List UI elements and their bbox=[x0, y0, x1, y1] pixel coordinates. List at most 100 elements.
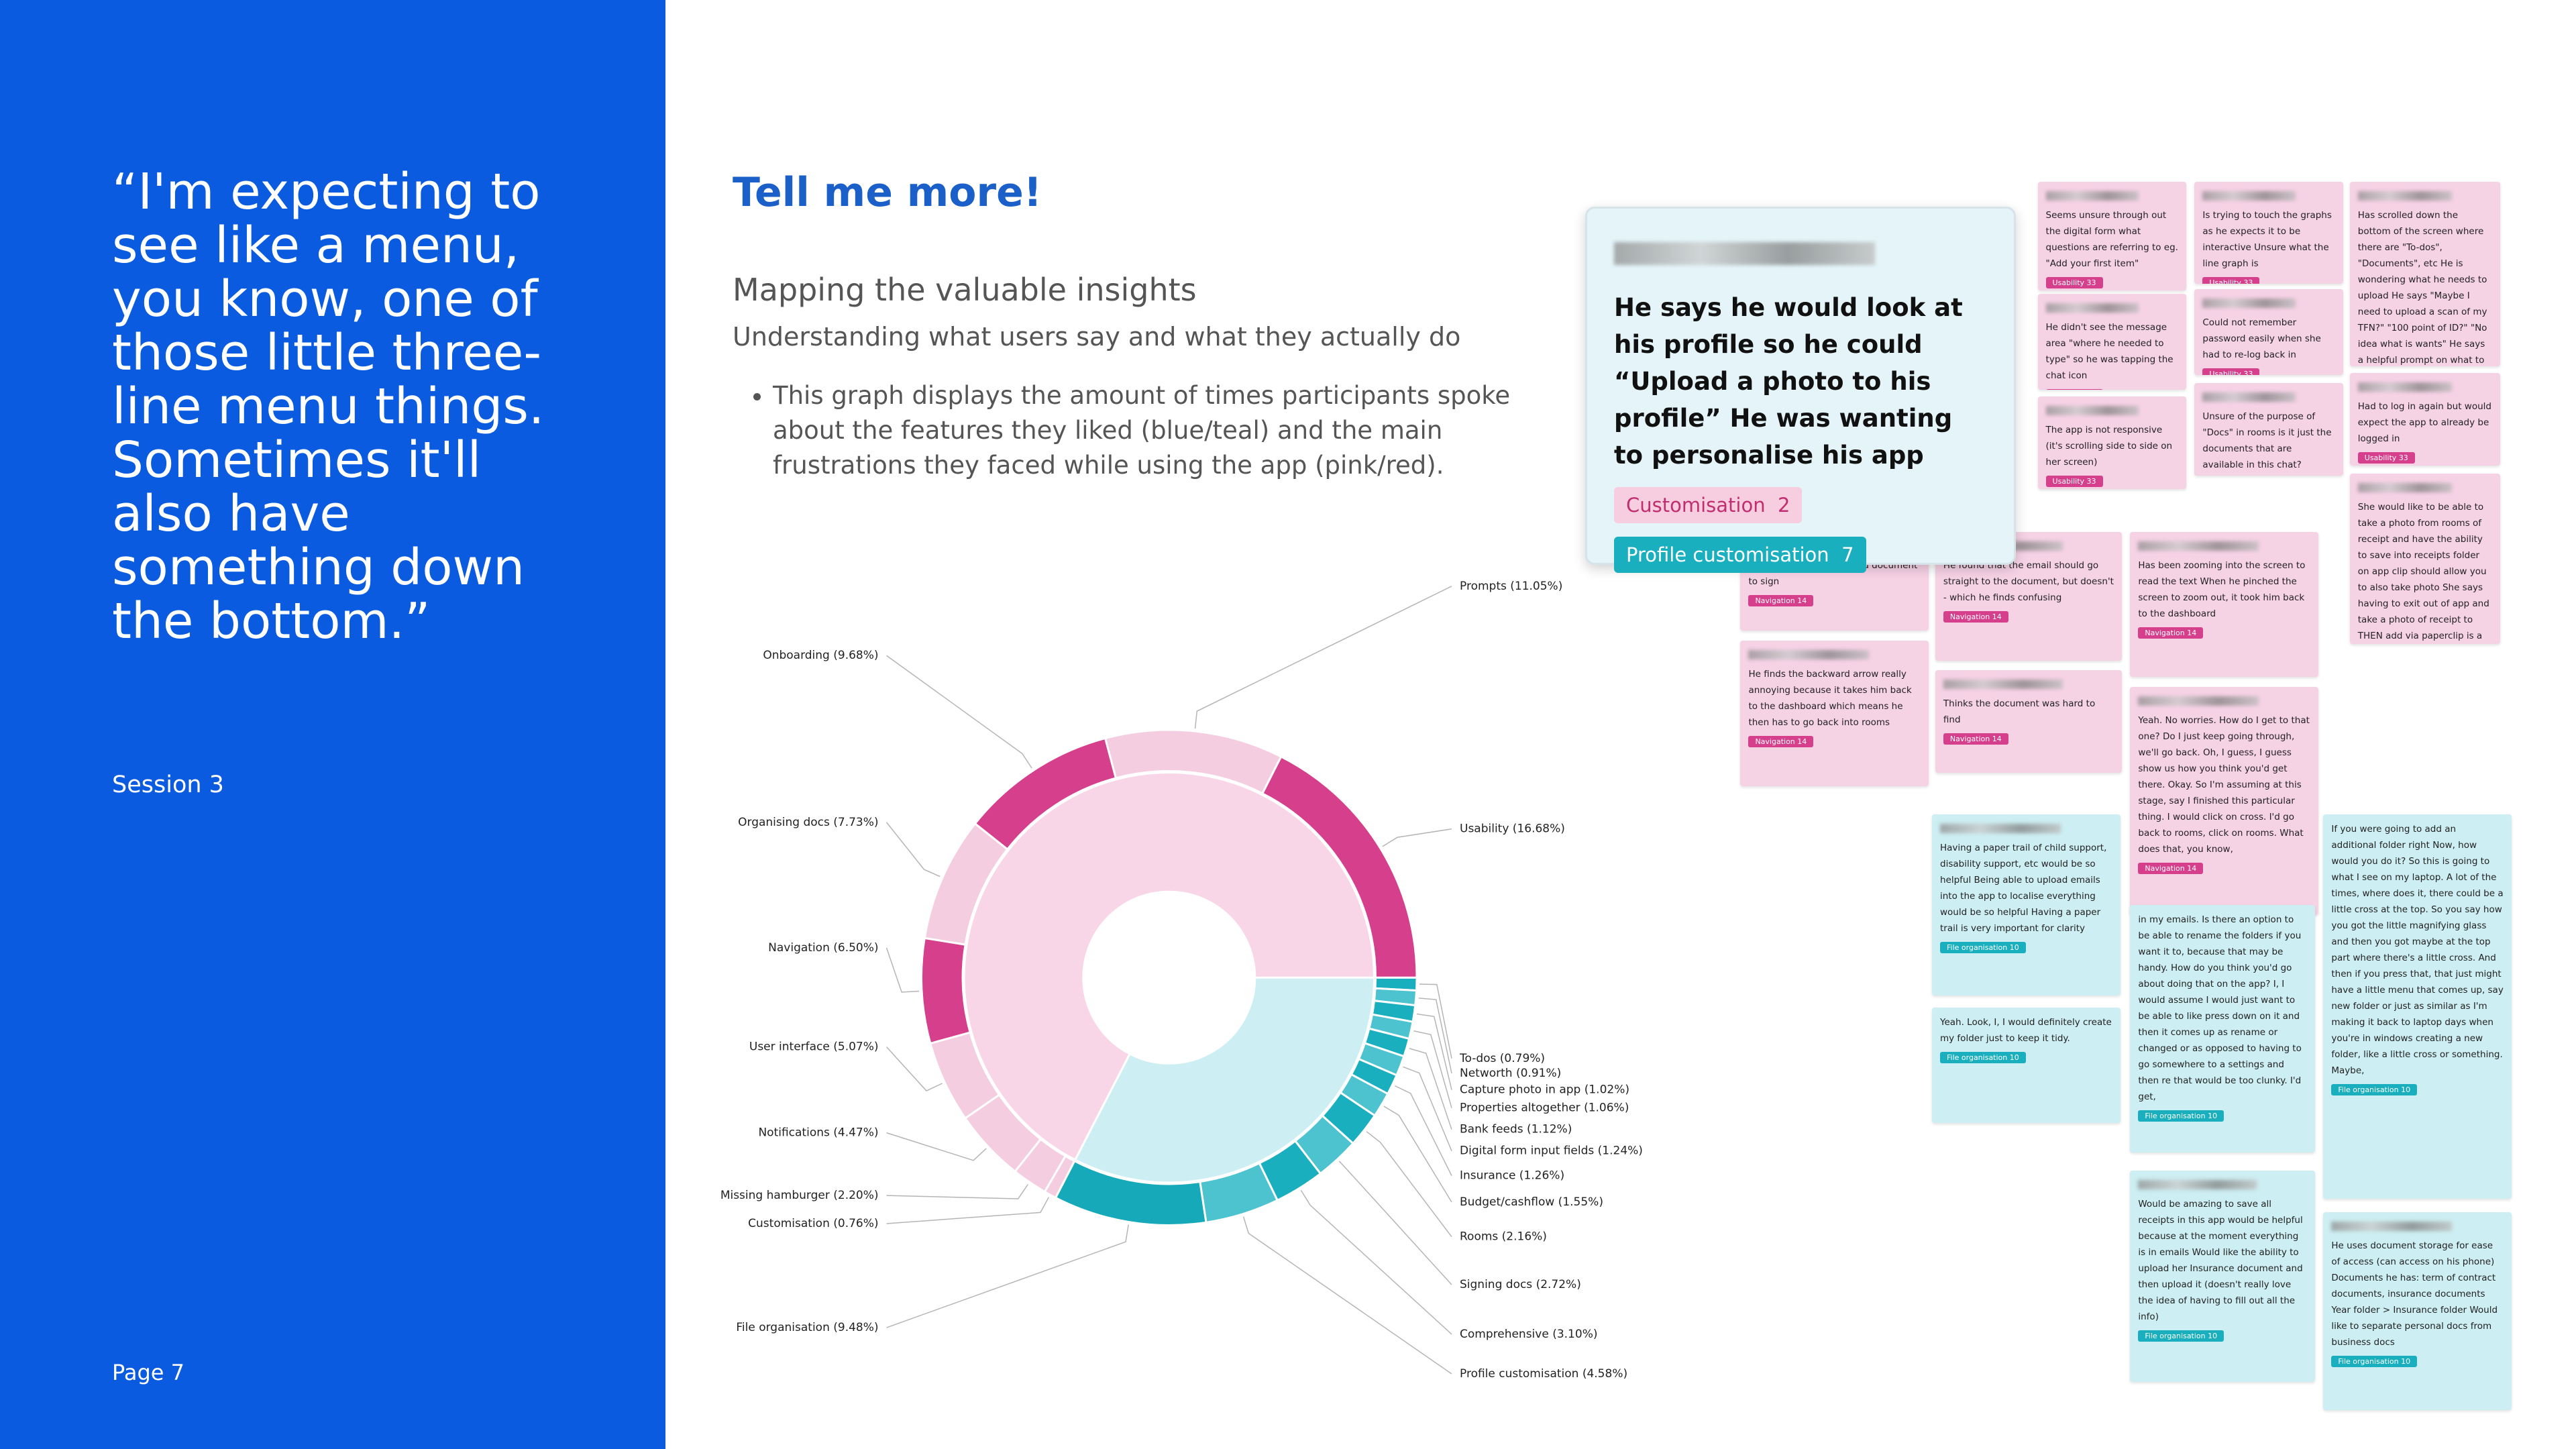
blurred-name bbox=[2357, 382, 2452, 392]
bullet-list: This graph displays the amount of times … bbox=[733, 378, 1544, 483]
sticky-note: Would be amazing to save all receipts in… bbox=[2130, 1171, 2316, 1383]
note-text: in my emails. Is there an option to be a… bbox=[2138, 914, 2302, 1102]
segment-label: Profile customisation (4.58%) bbox=[1460, 1367, 1627, 1381]
blurred-name bbox=[1943, 680, 2063, 690]
note-text: Is trying to touch the graphs as he expe… bbox=[2202, 209, 2332, 269]
note-text: Yeah. No worries. How do I get to that o… bbox=[2138, 715, 2310, 855]
note-text: If you were going to add an additional f… bbox=[2331, 823, 2504, 1076]
segment-label: Rooms (2.16%) bbox=[1460, 1230, 1547, 1244]
note-text: Thinks the document was hard to find bbox=[1943, 698, 2096, 726]
tag-label: File organisation bbox=[2145, 1332, 2206, 1341]
tag-label: Usability bbox=[2052, 476, 2085, 486]
leader-line bbox=[1413, 1030, 1452, 1108]
segment-label: Missing hamburger (2.20%) bbox=[720, 1189, 879, 1202]
quote: “I'm expecting to see like a menu, you kno… bbox=[112, 165, 544, 648]
tag: File organisation 10 bbox=[2331, 1083, 2418, 1095]
tag-label: Usability bbox=[2052, 278, 2085, 287]
tag-count: 33 bbox=[2086, 476, 2096, 486]
segment-label: Comprehensive (3.10%) bbox=[1460, 1328, 1597, 1341]
leader-line bbox=[886, 1132, 987, 1161]
sticky-note: Having a paper trail of child support, d… bbox=[1932, 814, 2121, 996]
tag-label: Navigation bbox=[1755, 737, 1795, 747]
quote-line: you know, one of bbox=[112, 270, 538, 328]
tag: Navigation 14 bbox=[1943, 733, 2008, 745]
tag: Profile customisation 7 bbox=[1614, 537, 1866, 573]
segment-label: To-dos (0.79%) bbox=[1459, 1052, 1545, 1065]
note-text: Had to log in again but would expect the… bbox=[2357, 401, 2491, 445]
tag-count: 33 bbox=[2398, 453, 2408, 463]
heading: Mapping the valuable insights bbox=[733, 272, 1197, 308]
sticky-note: He finds the backward arrow really annoy… bbox=[1740, 641, 1929, 786]
blurred-name bbox=[2045, 405, 2139, 415]
leader-line bbox=[1300, 1190, 1452, 1335]
tag-label: Usability bbox=[2209, 369, 2241, 375]
tag: Customisation 2 bbox=[1614, 487, 1803, 523]
quote-line: “I'm expecting to bbox=[112, 163, 541, 221]
inner-segment bbox=[963, 771, 1375, 1161]
blurred-name bbox=[2138, 541, 2259, 551]
tag-label: Navigation bbox=[1949, 735, 1990, 744]
blurred-name bbox=[2357, 483, 2452, 493]
tag-count: 10 bbox=[2208, 1332, 2218, 1341]
tag: Usability 33 bbox=[2202, 368, 2260, 375]
blurred-name bbox=[1748, 650, 1870, 660]
page-number: Page 7 bbox=[112, 1360, 184, 1385]
tag-label: Usability bbox=[2364, 453, 2397, 463]
segment-label: Budget/cashflow (1.55%) bbox=[1460, 1195, 1603, 1209]
leader-line bbox=[1194, 586, 1452, 729]
segment-label: File organisation (9.48%) bbox=[736, 1321, 878, 1334]
sticky-note: He didn't see the message area "where he… bbox=[2037, 294, 2187, 390]
segment-label: Properties altogether (1.06%) bbox=[1460, 1102, 1629, 1115]
tag: Navigation 14 bbox=[1943, 610, 2008, 623]
note-text: The app is not responsive (it's scrollin… bbox=[2045, 424, 2173, 468]
sticky-note: The app is not responsive (it's scrollin… bbox=[2037, 396, 2187, 489]
segment bbox=[920, 936, 971, 1045]
segment-label: Bank feeds (1.12%) bbox=[1460, 1123, 1572, 1136]
blurred-name bbox=[1614, 242, 1876, 265]
sticky-note: Unsure of the purpose of "Docs" in rooms… bbox=[2194, 383, 2343, 476]
tag-label: Navigation bbox=[2145, 864, 2185, 873]
bullet: This graph displays the amount of times … bbox=[773, 378, 1544, 483]
leader-line bbox=[885, 822, 941, 877]
note-text: Unsure of the purpose of "Docs" in rooms… bbox=[2202, 411, 2332, 471]
blurred-name bbox=[2202, 392, 2296, 402]
sticky-note: Has been zooming into the screen to read… bbox=[2130, 531, 2318, 678]
tag: Navigation 14 bbox=[2138, 627, 2204, 639]
leader-line bbox=[885, 1046, 943, 1091]
tag-count: 14 bbox=[1797, 596, 1807, 605]
sticky-note: Has scrolled down the bottom of the scre… bbox=[2349, 181, 2500, 367]
blurred-name bbox=[1940, 823, 2061, 833]
segment-label: Capture photo in app (1.02%) bbox=[1460, 1083, 1629, 1097]
sticky-note: If you were going to add an additional f… bbox=[2323, 814, 2512, 1199]
blurred-name bbox=[2045, 303, 2139, 313]
tag-count: 10 bbox=[2208, 1111, 2218, 1120]
note-text: Would be amazing to save all receipts in… bbox=[2138, 1199, 2303, 1323]
segment-label: Organising docs (7.73%) bbox=[738, 816, 878, 829]
leader-line bbox=[1242, 1216, 1452, 1375]
sticky-note: Yeah. Look, I, I would definitely create… bbox=[1932, 1007, 2121, 1123]
tag: File organisation 10 bbox=[1940, 941, 2026, 953]
note-text: Has been zooming into the screen to read… bbox=[2138, 559, 2306, 619]
leader-line bbox=[1366, 1131, 1452, 1238]
quote-line: those little three- bbox=[112, 324, 542, 382]
tag-label: File organisation bbox=[2338, 1356, 2399, 1366]
sticky-note: in my emails. Is there an option to be a… bbox=[2130, 904, 2316, 1153]
tag: Navigation 14 bbox=[1748, 594, 1814, 606]
sticky-note: Seems unsure through out the digital for… bbox=[2037, 181, 2187, 291]
leader-line bbox=[886, 655, 1032, 769]
leader-line bbox=[1403, 1066, 1452, 1151]
quote-line: line menu things. bbox=[112, 378, 545, 435]
tag-count: 14 bbox=[1992, 735, 2002, 744]
tag-count: 14 bbox=[2187, 628, 2197, 637]
note-text: Could not remember password easily when … bbox=[2202, 317, 2321, 360]
tag-label: Customisation bbox=[1626, 494, 1766, 517]
leader-line bbox=[1394, 1085, 1452, 1176]
segment-label: Notifications (4.47%) bbox=[758, 1126, 878, 1140]
tag-count: 33 bbox=[2243, 369, 2253, 375]
tag-label: Navigation bbox=[2145, 628, 2185, 637]
tag: Usability 33 bbox=[2045, 276, 2103, 288]
title: Tell me more! bbox=[733, 169, 1042, 216]
quote-line: Sometimes it'll bbox=[112, 431, 482, 489]
tag-label: File organisation bbox=[2145, 1111, 2206, 1120]
blurred-name bbox=[2138, 1180, 2257, 1190]
